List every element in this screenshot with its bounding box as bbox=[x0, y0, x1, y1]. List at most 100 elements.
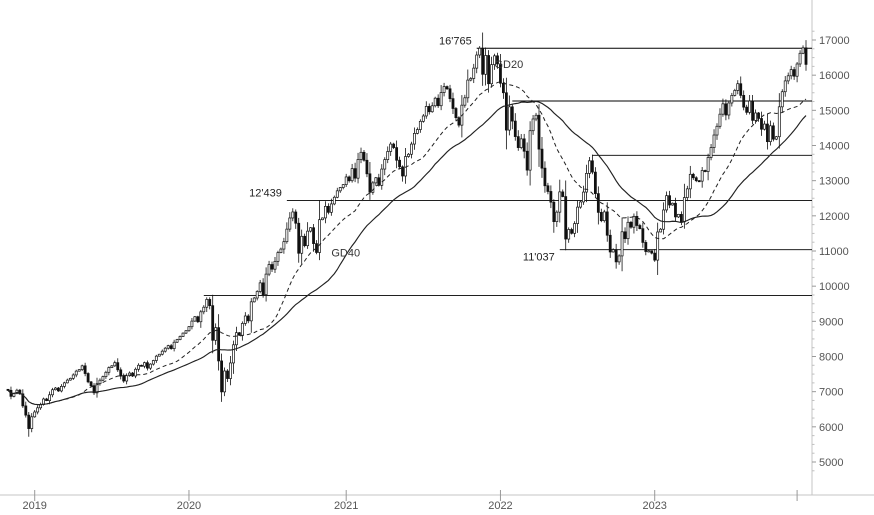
candle-body bbox=[472, 67, 476, 79]
candle-body bbox=[122, 375, 126, 382]
candle-body bbox=[18, 389, 22, 395]
candle-body bbox=[371, 182, 375, 193]
candle-body bbox=[418, 120, 422, 130]
candle-body bbox=[543, 167, 547, 187]
candle-body bbox=[531, 118, 535, 132]
candle-body bbox=[573, 223, 577, 234]
candle-body bbox=[638, 225, 642, 230]
gd20-moving-average-line[interactable] bbox=[7, 81, 807, 406]
candle-body bbox=[703, 170, 707, 172]
candle-body bbox=[644, 242, 648, 252]
candle-body bbox=[436, 97, 440, 107]
candle-body bbox=[166, 345, 170, 349]
candle-body bbox=[768, 125, 772, 143]
candle-body bbox=[677, 214, 680, 218]
candle-body bbox=[214, 327, 218, 341]
chart-text-label: 2023 bbox=[642, 500, 666, 512]
candle-body bbox=[205, 299, 209, 308]
candle-body bbox=[190, 320, 194, 328]
candle-body bbox=[89, 381, 93, 387]
candle-body bbox=[134, 368, 137, 377]
chart-text-label: 2021 bbox=[334, 500, 358, 512]
candle-body bbox=[119, 369, 123, 377]
candle-body bbox=[585, 173, 588, 193]
candle-body bbox=[496, 55, 499, 65]
candle-body bbox=[715, 125, 719, 136]
candle-body bbox=[463, 97, 467, 106]
candle-body bbox=[288, 217, 292, 230]
candle-body bbox=[187, 326, 191, 332]
candle-body bbox=[801, 47, 805, 54]
candle-body bbox=[140, 364, 143, 367]
candle-body bbox=[469, 78, 473, 81]
candle-body bbox=[235, 332, 238, 346]
candle-body bbox=[368, 173, 372, 193]
chart-text-label: 2020 bbox=[177, 500, 201, 512]
candle-body bbox=[324, 205, 327, 219]
candle-body bbox=[57, 387, 60, 392]
candle-body bbox=[795, 63, 799, 77]
candle-body bbox=[398, 159, 401, 168]
candle-body bbox=[792, 69, 796, 77]
candle-body bbox=[24, 405, 28, 416]
level-lines: 16'765 12'439 11'037 bbox=[203, 35, 812, 296]
candle-body bbox=[763, 123, 766, 130]
candle-body bbox=[718, 113, 722, 127]
candle-body bbox=[392, 143, 396, 148]
candle-body bbox=[680, 214, 683, 223]
candle-body bbox=[786, 75, 790, 82]
candle-body bbox=[780, 91, 784, 108]
candle-body bbox=[386, 151, 390, 160]
candle-body bbox=[668, 195, 671, 206]
candle-body bbox=[51, 389, 54, 396]
candle-body bbox=[760, 118, 763, 130]
chart-text-label: GD20 bbox=[495, 59, 524, 71]
candle-body bbox=[727, 102, 731, 116]
chart-text-label: 2022 bbox=[488, 500, 512, 512]
candle-body bbox=[466, 79, 470, 99]
candle-body bbox=[45, 398, 48, 401]
candle-body bbox=[457, 117, 461, 126]
chart-text-label: 16000 bbox=[819, 70, 850, 82]
candle-body bbox=[261, 282, 265, 296]
candle-body bbox=[365, 159, 369, 175]
candle-body bbox=[721, 103, 725, 115]
candle-body bbox=[647, 250, 651, 253]
chart-plot-area[interactable] bbox=[0, 0, 812, 495]
candle-body bbox=[62, 382, 66, 387]
candle-body bbox=[487, 55, 490, 85]
candle-body bbox=[478, 47, 482, 56]
candle-body bbox=[433, 97, 437, 107]
candle-body bbox=[602, 211, 606, 222]
candle-body bbox=[303, 235, 307, 247]
candle-body bbox=[771, 125, 775, 140]
candle-body bbox=[558, 191, 562, 213]
candle-body bbox=[15, 389, 19, 394]
candle-body bbox=[650, 250, 654, 254]
chart-text-label: 13000 bbox=[819, 176, 850, 188]
candle-body bbox=[175, 339, 179, 343]
candle-body bbox=[332, 196, 336, 205]
chart-text-label: 9000 bbox=[819, 316, 843, 328]
candle-body bbox=[98, 379, 102, 385]
candle-body bbox=[439, 92, 443, 107]
candle-body bbox=[626, 221, 630, 240]
candle-body bbox=[629, 221, 633, 228]
candle-body bbox=[217, 327, 221, 362]
y-axis: 17000 16000 15000 14000 13000 12000 11000 10000… bbox=[812, 30, 850, 472]
candle-body bbox=[71, 374, 75, 379]
candle-body bbox=[347, 176, 351, 182]
candle-body bbox=[620, 231, 624, 257]
gd40-moving-average-line[interactable] bbox=[7, 100, 807, 406]
candle-body bbox=[534, 114, 538, 120]
candle-body bbox=[442, 86, 446, 93]
candle-body bbox=[742, 95, 746, 108]
candle-body bbox=[757, 112, 760, 119]
candles bbox=[6, 32, 808, 437]
candle-body bbox=[306, 230, 310, 247]
candle-body bbox=[641, 228, 645, 243]
chart-text-label: 11000 bbox=[819, 246, 849, 258]
candle-body bbox=[546, 185, 550, 192]
candle-body bbox=[48, 394, 51, 401]
candle-body bbox=[567, 229, 571, 240]
